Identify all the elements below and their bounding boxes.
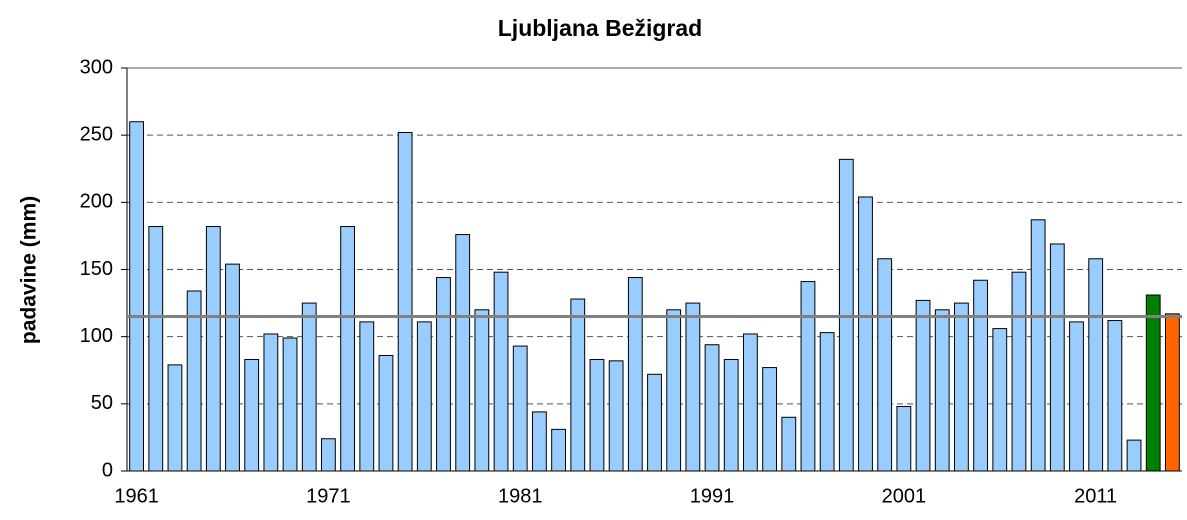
bar — [743, 333, 758, 472]
y-tick-label: 250 — [80, 123, 113, 145]
bar — [781, 416, 797, 472]
y-tick-label: 100 — [80, 325, 113, 347]
x-tick-label: 2011 — [1074, 485, 1117, 507]
bar — [186, 290, 202, 472]
y-tick-label: 150 — [80, 258, 113, 280]
bar — [397, 131, 413, 472]
x-tick-label: 1961 — [114, 485, 159, 507]
bar — [282, 337, 298, 472]
bar — [205, 226, 221, 472]
bar — [1011, 271, 1027, 472]
bar — [954, 302, 969, 472]
bar — [129, 121, 144, 472]
bar — [532, 411, 547, 472]
y-tick-label: 300 — [80, 56, 113, 78]
bar — [436, 277, 451, 472]
bar — [973, 279, 988, 472]
bar — [301, 302, 317, 472]
bar — [225, 263, 240, 472]
bar — [263, 333, 279, 472]
bar — [493, 271, 509, 472]
bar — [1126, 439, 1142, 472]
bar — [992, 328, 1008, 472]
bar — [858, 196, 873, 472]
bar — [570, 298, 586, 472]
bar — [1030, 219, 1046, 472]
bar — [244, 359, 260, 472]
bar — [627, 277, 643, 472]
bar — [416, 321, 432, 472]
bar — [321, 438, 336, 472]
y-axis-label: padavine (mm) — [18, 196, 41, 344]
y-tick-label: 50 — [91, 392, 113, 414]
x-tick-label: 1981 — [498, 485, 543, 507]
y-tick-label: 0 — [102, 459, 113, 481]
bar — [608, 360, 624, 472]
bar — [934, 309, 950, 472]
y-tick-label: 200 — [80, 191, 113, 213]
bar — [685, 302, 701, 472]
bar — [551, 428, 566, 472]
bar — [1049, 243, 1065, 472]
bar — [1088, 258, 1104, 472]
bar — [819, 332, 835, 472]
bar — [1165, 313, 1180, 472]
bar — [1145, 294, 1161, 472]
bar — [589, 359, 605, 472]
bar — [723, 359, 739, 472]
bar — [512, 345, 528, 472]
bar — [1107, 320, 1123, 472]
bar — [877, 258, 893, 472]
bar — [455, 234, 471, 472]
bar — [800, 281, 816, 472]
bar — [167, 364, 183, 472]
bar — [340, 226, 355, 472]
x-tick-label: 2001 — [882, 485, 927, 507]
bar — [762, 367, 777, 472]
bar — [896, 406, 912, 472]
bar — [704, 344, 720, 472]
bar — [474, 309, 490, 472]
bar — [647, 373, 662, 472]
x-tick-label: 1971 — [306, 485, 351, 507]
bar — [148, 226, 164, 472]
bar — [1069, 321, 1084, 472]
bar — [378, 354, 394, 472]
chart-title: Ljubljana Bežigrad — [498, 15, 702, 41]
bar — [359, 321, 375, 472]
bar — [915, 299, 931, 472]
bar — [666, 309, 682, 472]
x-tick-label: 1991 — [690, 485, 735, 507]
